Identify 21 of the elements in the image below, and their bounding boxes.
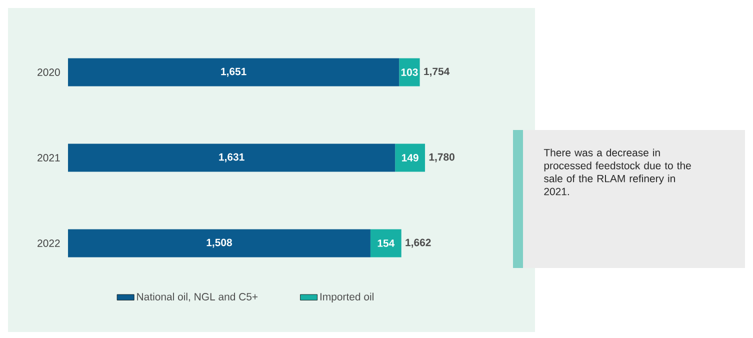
y-tick-label: 2022 (38, 240, 60, 247)
data-label: 1,508 (206, 238, 232, 248)
data-label: 149 (402, 154, 418, 162)
total-label: 1,780 (429, 153, 454, 162)
bar (68, 58, 400, 86)
legend-label: Imported oil (320, 292, 374, 303)
text: There was a decrease in processed feedstock due to the sale of the RLAM refinery in 2021. (544, 148, 691, 196)
bar (395, 144, 426, 172)
y-tick-label: 2020 (38, 68, 60, 76)
data-label: 1,631 (219, 153, 244, 162)
total-label: 1,662 (406, 238, 431, 248)
bar (68, 144, 396, 172)
bar (399, 58, 420, 86)
data-label: 154 (378, 240, 395, 247)
bar (370, 229, 402, 258)
y-tick-label: 2021 (38, 154, 60, 162)
total-label: 1,754 (424, 68, 450, 77)
bar (68, 229, 370, 258)
data-label: 103 (401, 68, 418, 76)
data-label: 1,651 (221, 68, 246, 77)
legend-label: National oil, NGL and C5+ (137, 292, 258, 302)
